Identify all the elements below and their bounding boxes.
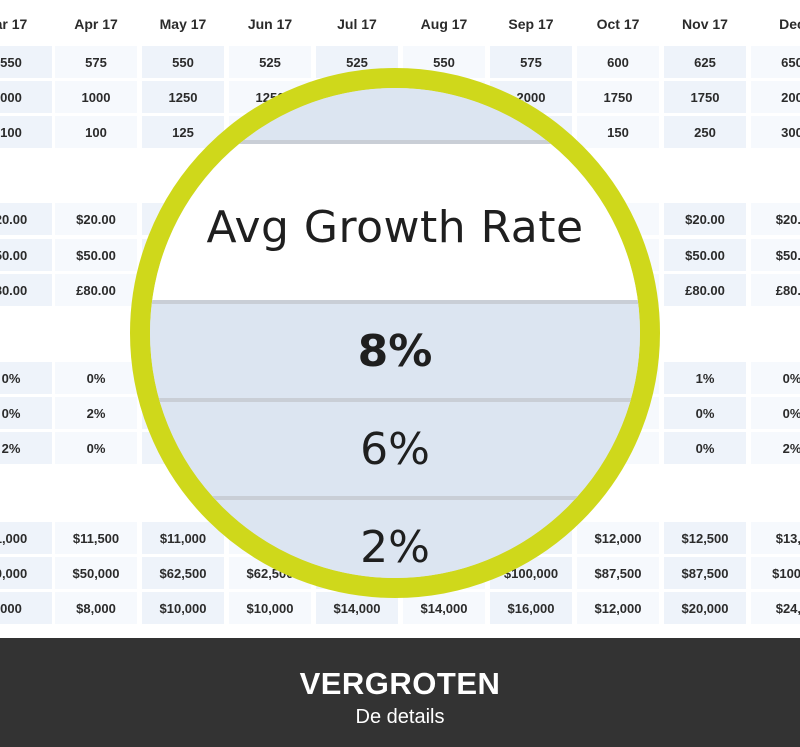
table-cell: 200 [751, 81, 800, 113]
table-cell: 550 [142, 46, 224, 78]
table-cell: $20,000 [664, 592, 746, 624]
avg-growth-rate-label: Avg Growth Rate [206, 201, 584, 253]
column-header: Apr 17 [55, 0, 137, 50]
growth-rate-cell: 6% [150, 402, 640, 500]
table-cell: $10,000 [229, 592, 311, 624]
table-cell: 0% [751, 397, 800, 429]
table-cell: $100,0 [751, 557, 800, 589]
table-cell: $50.00 [55, 239, 137, 271]
table-cell: 20.00 [0, 203, 52, 235]
table-cell: 100 [55, 116, 137, 148]
table-cell: 0% [664, 397, 746, 429]
magnifier-lens: Avg Growth Rate 8% 6% 2% [130, 68, 660, 598]
table-cell: 0% [0, 397, 52, 429]
table-cell: 1000 [55, 81, 137, 113]
table-cell: 1750 [664, 81, 746, 113]
table-cell: $10,000 [142, 592, 224, 624]
table-cell: 0% [55, 432, 137, 464]
table-cell: 250 [664, 116, 746, 148]
table-cell: 000 [0, 81, 52, 113]
table-cell: £80.0 [751, 274, 800, 306]
table-cell: $14,000 [403, 592, 485, 624]
table-cell: $12,000 [577, 592, 659, 624]
footer-subtitle: De details [355, 706, 445, 728]
table-cell: $13,0 [751, 522, 800, 554]
footer-title: VERGROTEN [299, 666, 501, 701]
table-cell: 1% [664, 362, 746, 394]
table-cell: 525 [229, 46, 311, 78]
table-cell: 100 [0, 116, 52, 148]
table-cell: $20.0 [751, 203, 800, 235]
column-header: Aug 17 [403, 0, 485, 50]
table-cell: $50,000 [55, 557, 137, 589]
column-header: May 17 [142, 0, 224, 50]
table-cell: 575 [55, 46, 137, 78]
table-cell: 625 [664, 46, 746, 78]
column-header: Oct 17 [577, 0, 659, 50]
table-cell: $50.0 [751, 239, 800, 271]
table-cell: 000 [0, 592, 52, 624]
table-cell: 650 [751, 46, 800, 78]
column-header: Nov 17 [664, 0, 746, 50]
magnifier-header: Avg Growth Rate [150, 144, 640, 304]
table-cell: 2% [55, 397, 137, 429]
table-cell: $8,000 [55, 592, 137, 624]
table-cell: 0% [751, 362, 800, 394]
table-cell: 1,000 [0, 522, 52, 554]
column-header: Jun 17 [229, 0, 311, 50]
footer-banner: VERGROTEN De details [0, 638, 800, 747]
table-cell: $20.00 [55, 203, 137, 235]
table-cell: $11,500 [55, 522, 137, 554]
magnifier-top-band [150, 88, 640, 144]
table-cell: £80.00 [55, 274, 137, 306]
table-cell: $87,500 [664, 557, 746, 589]
table-cell: $14,000 [316, 592, 398, 624]
table-cell: $16,000 [490, 592, 572, 624]
table-cell: 2% [751, 432, 800, 464]
growth-rate-cell: 8% [150, 304, 640, 402]
table-cell: 0% [55, 362, 137, 394]
table-cell: $24,0 [751, 592, 800, 624]
table-cell: 80.00 [0, 274, 52, 306]
table-cell: 2% [0, 432, 52, 464]
column-header: Jul 17 [316, 0, 398, 50]
table-cell: 50.00 [0, 239, 52, 271]
growth-rate-cell: 2% [150, 500, 640, 578]
column-header: Sep 17 [490, 0, 572, 50]
table-cell: 600 [577, 46, 659, 78]
table-cell: 300 [751, 116, 800, 148]
table-cell: 0% [0, 362, 52, 394]
table-cell: 575 [490, 46, 572, 78]
table-cell: $12,500 [664, 522, 746, 554]
table-cell: $50.00 [664, 239, 746, 271]
table-cell: $20.00 [664, 203, 746, 235]
table-cell: 550 [0, 46, 52, 78]
table-cell: £80.00 [664, 274, 746, 306]
table-cell: 0% [664, 432, 746, 464]
column-header: Dec [751, 0, 800, 50]
table-cell: 0,000 [0, 557, 52, 589]
column-header: ar 17 [0, 0, 52, 50]
